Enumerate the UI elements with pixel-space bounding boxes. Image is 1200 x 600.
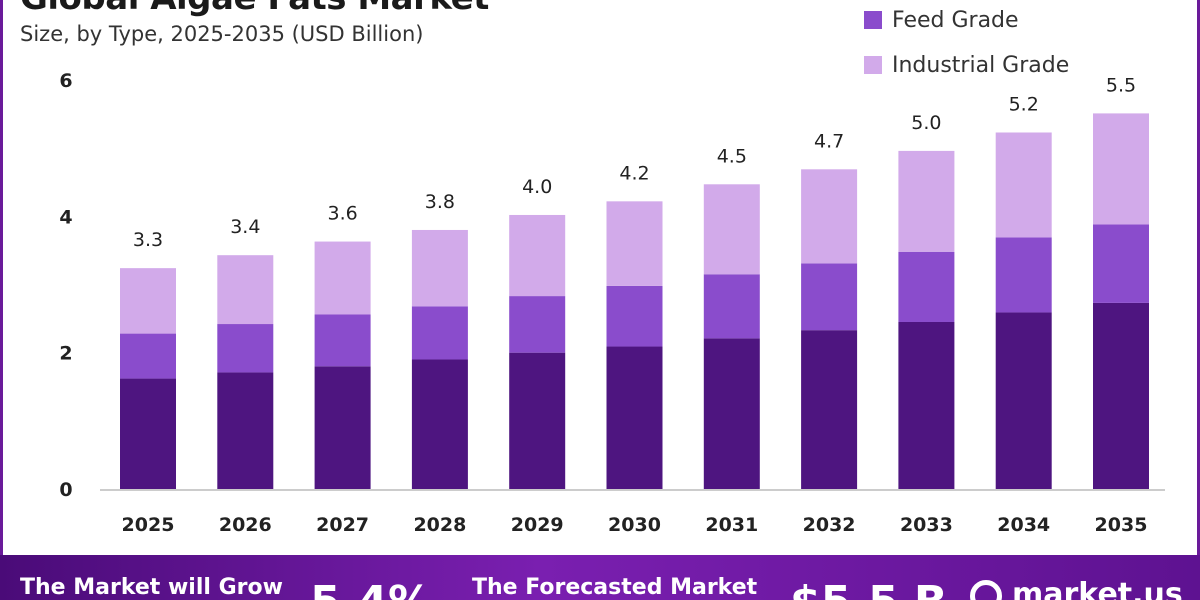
bar-segment-industrial-grade: [411, 229, 468, 307]
bar-segment-industrial-grade: [703, 184, 760, 275]
bar-segment-feed-grade: [217, 324, 274, 373]
footer-market-value: 5.4%: [310, 577, 432, 600]
bar-total-label: 4.0: [522, 176, 552, 198]
bar-segment-series-1: [509, 352, 566, 489]
bar-segment-series-1: [411, 359, 468, 489]
bar-segment-feed-grade: [1093, 224, 1149, 303]
bar-total-label: 4.5: [717, 145, 747, 167]
legend-swatch-feed-grade: [864, 11, 882, 29]
bar-segment-feed-grade: [606, 285, 663, 347]
bar-segment-industrial-grade: [314, 241, 371, 315]
legend-label-feed-grade: Feed Grade: [892, 7, 1019, 33]
bar-segment-feed-grade: [703, 274, 760, 339]
footer-brand-name: market.us: [1012, 577, 1183, 600]
chart-legend: Feed Grade Industrial Grade: [864, 6, 1069, 96]
x-tick-label: 2031: [705, 514, 758, 536]
bar-total-label: 3.3: [133, 229, 163, 251]
bar-segment-industrial-grade: [606, 201, 663, 286]
bar-total-label: 5.5: [1106, 74, 1136, 96]
bar-segment-series-1: [1093, 302, 1149, 489]
bar-segment-feed-grade: [120, 333, 176, 379]
bar-segment-industrial-grade: [509, 214, 566, 297]
bar-segment-feed-grade: [411, 306, 468, 360]
bar-segment-series-1: [314, 366, 371, 489]
bar-segment-feed-grade: [314, 314, 371, 367]
chart-subtitle: Size, by Type, 2025-2035 (USD Billion): [20, 22, 424, 46]
footer-forecast-label: The Forecasted Market: [472, 575, 758, 600]
x-tick-label: 2025: [122, 514, 175, 536]
bar-segment-series-1: [801, 330, 858, 489]
y-tick-label: 6: [59, 70, 72, 92]
bar-segment-industrial-grade: [120, 268, 176, 334]
bar-segment-industrial-grade: [1093, 113, 1149, 225]
bar-total-label: 4.7: [814, 130, 844, 152]
x-tick-label: 2027: [316, 514, 369, 536]
bar-total-label: 3.6: [327, 203, 357, 225]
bar-total-label: 4.2: [619, 162, 649, 184]
bar-total-label: 5.2: [1009, 93, 1039, 115]
y-tick-label: 0: [59, 479, 72, 501]
footer-brand: market.us: [970, 577, 1183, 600]
bar-segment-feed-grade: [995, 237, 1052, 313]
bar-segment-industrial-grade: [898, 150, 955, 252]
bar-total-label: 3.8: [425, 191, 455, 213]
x-tick-label: 2029: [511, 514, 564, 536]
footer-market-label: The Market will Grow: [20, 575, 283, 600]
bar-segment-industrial-grade: [217, 255, 274, 325]
bar-segment-series-1: [995, 312, 1052, 489]
legend-item-industrial-grade: Industrial Grade: [864, 51, 1069, 79]
page-frame: [0, 0, 1200, 555]
legend-swatch-industrial-grade: [864, 56, 882, 74]
x-tick-label: 2026: [219, 514, 272, 536]
bar-total-label: 5.0: [911, 112, 941, 134]
footer-banner: The Market will Grow 5.4% The Forecasted…: [0, 555, 1200, 600]
x-tick-label: 2032: [803, 514, 856, 536]
chart-title: Global Algae Fats Market: [20, 0, 489, 18]
bar-segment-series-1: [703, 338, 760, 489]
bar-segment-feed-grade: [898, 251, 955, 322]
bar-segment-feed-grade: [801, 263, 858, 331]
bar-segment-series-1: [898, 321, 955, 489]
y-tick-label: 4: [59, 206, 72, 228]
bar-total-label: 3.4: [230, 216, 260, 238]
brand-logo-icon: [970, 579, 1002, 600]
bar-segment-series-1: [606, 346, 663, 489]
bar-segment-feed-grade: [509, 296, 566, 353]
bar-segment-series-1: [217, 372, 274, 489]
legend-item-feed-grade: Feed Grade: [864, 6, 1069, 34]
x-tick-label: 2034: [997, 514, 1050, 536]
bar-segment-series-1: [120, 378, 176, 489]
bar-segment-industrial-grade: [995, 132, 1052, 238]
footer-forecast-value: $5.5 B: [790, 577, 947, 600]
stacked-bar-chart: 0 2 4 6 3.3 2025 3.4 2026 3.6 2027 3.8 2028 4.0 2029 4…: [59, 70, 1165, 536]
x-tick-label: 2033: [900, 514, 953, 536]
x-tick-label: 2030: [608, 514, 661, 536]
bar-segment-industrial-grade: [801, 169, 858, 264]
x-tick-label: 2035: [1095, 514, 1148, 536]
x-tick-label: 2028: [413, 514, 466, 536]
legend-label-industrial-grade: Industrial Grade: [892, 52, 1070, 78]
y-tick-label: 2: [59, 343, 72, 365]
